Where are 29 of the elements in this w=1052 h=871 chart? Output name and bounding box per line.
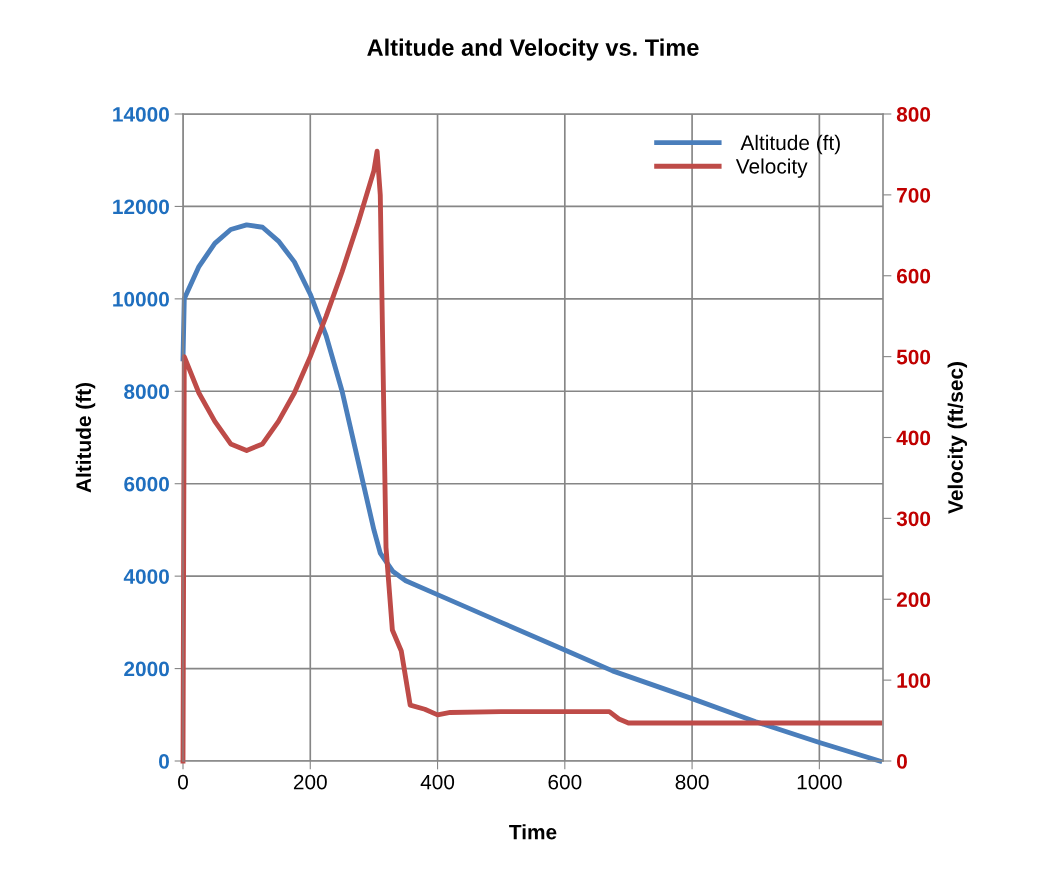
y-tick-label: 6000	[124, 476, 169, 492]
y-tick-label: 14000	[113, 107, 169, 122]
y-tick-label: 10000	[113, 291, 169, 307]
y-tick-label: 4000	[123, 569, 169, 584]
y2-tick-label: 600	[896, 268, 931, 284]
y2-axis-title: Velocity (ft/sec)	[947, 362, 968, 514]
y-tick-label: 2000	[124, 661, 169, 677]
y2-tick-label: 400	[896, 430, 931, 446]
y2-tick-label: 100	[897, 673, 931, 688]
x-axis-title: Time	[509, 824, 557, 840]
y-tick-label: 12000	[113, 199, 169, 215]
y2-tick-label: 700	[897, 187, 931, 203]
y-tick-label: 0	[159, 754, 169, 769]
x-tick-label: 1000	[797, 774, 842, 790]
y-tick-label: 8000	[124, 384, 169, 400]
x-tick-label: 0	[178, 774, 188, 790]
legend-label: Altitude (ft)	[740, 134, 840, 155]
x-tick-label: 600	[548, 774, 582, 790]
y2-tick-label: 0	[897, 754, 907, 769]
y2-tick-label: 800	[896, 107, 931, 122]
y2-tick-label: 200	[896, 592, 931, 607]
x-tick-label: 800	[675, 774, 709, 790]
legend-label: Velocity	[735, 158, 808, 178]
x-tick-label: 400	[420, 774, 455, 790]
y2-tick-label: 500	[896, 349, 931, 365]
chart-title: Altitude and Velocity vs. Time	[367, 38, 699, 61]
y2-tick-label: 300	[896, 511, 931, 527]
x-tick-label: 200	[293, 774, 327, 790]
y-axis-title: Altitude (ft)	[75, 382, 96, 493]
